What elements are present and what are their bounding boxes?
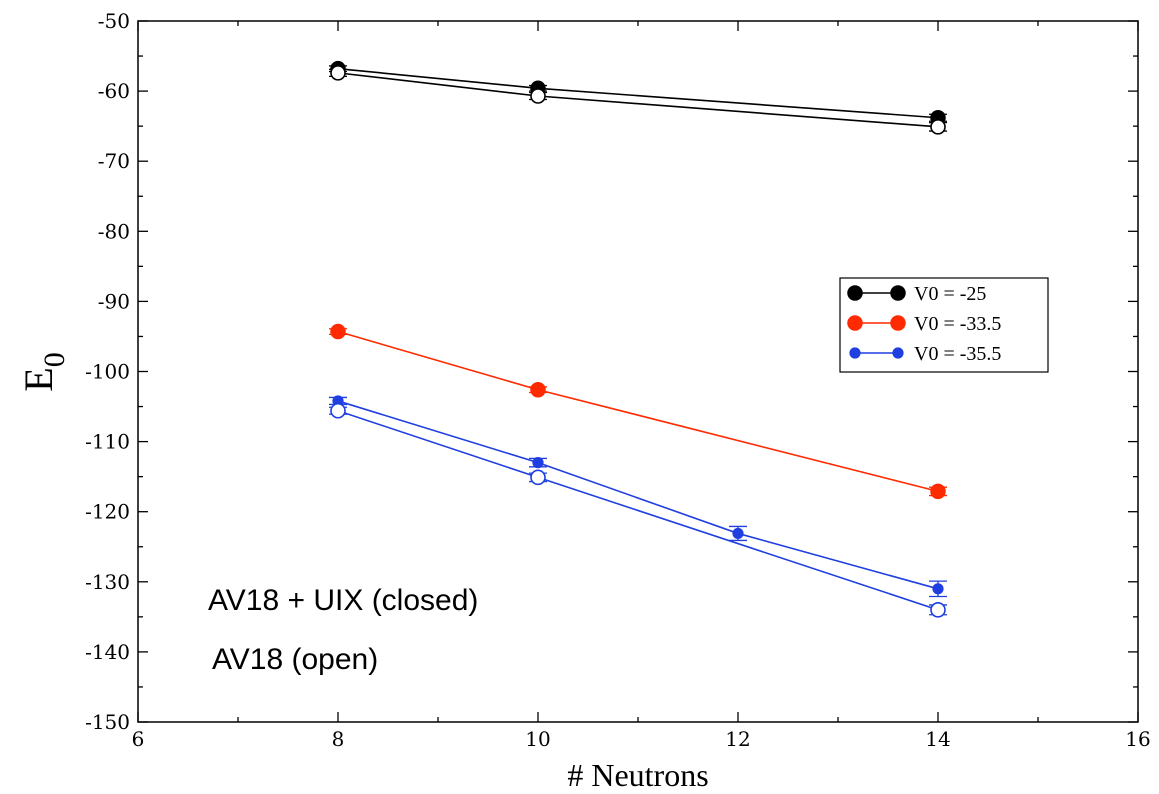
data-point (932, 583, 944, 595)
series-line (337, 72, 939, 128)
series-line (337, 409, 939, 611)
data-point (849, 347, 861, 359)
y-tick-label: -70 (98, 149, 130, 173)
tick-labels: 6 8 10 12 14 16 -150 -140 -130 -120 -110 -100 -90 -80… (85, 9, 1151, 751)
data-point (330, 323, 346, 340)
data-point (847, 315, 863, 331)
data-point (530, 381, 546, 398)
legend-label: V0 = -33.5 (914, 313, 1001, 335)
data-point (847, 285, 863, 301)
annotation-closed-symbols: AV18 + UIX (closed) (208, 584, 478, 617)
x-tick-label: 12 (725, 727, 750, 751)
data-point (330, 65, 346, 81)
y-tick-label: -150 (85, 710, 130, 734)
y-axis-title-subscript: 0 (38, 352, 71, 367)
series-4 (329, 402, 947, 618)
x-tick-label: 16 (1125, 727, 1150, 751)
data-point (930, 119, 946, 135)
y-tick-label: -110 (85, 430, 130, 454)
y-tick-label: -90 (98, 289, 130, 313)
x-axis-title: # Neutrons (567, 757, 708, 793)
legend-label: V0 = -25 (914, 283, 986, 305)
y-tick-label: -50 (98, 9, 130, 33)
data-point (890, 315, 906, 331)
series-0 (329, 60, 947, 126)
data-point (330, 402, 346, 419)
series-line (337, 67, 939, 119)
series-layer (329, 60, 947, 618)
data-point (732, 527, 744, 540)
series-3 (329, 395, 947, 598)
data-point (930, 602, 946, 618)
data-point (892, 347, 904, 359)
y-tick-label: -60 (98, 79, 130, 103)
x-tick-label: 10 (525, 727, 550, 751)
x-tick-label: 8 (332, 727, 345, 751)
data-point (530, 88, 546, 104)
y-axis-title-main: E (16, 367, 61, 391)
y-tick-label: -140 (85, 640, 130, 664)
axis-ticks (137, 20, 1139, 723)
y-tick-label: -100 (85, 360, 130, 384)
series-line (337, 400, 939, 590)
series-2 (329, 323, 947, 500)
y-axis-title: E0 (16, 352, 71, 391)
legend-label: V0 = -35.5 (914, 343, 1001, 365)
series-1 (329, 65, 947, 135)
data-point (532, 457, 544, 469)
y-tick-label: -120 (85, 500, 130, 524)
data-point (930, 483, 946, 500)
y-tick-label: -80 (98, 219, 130, 243)
data-point (890, 285, 906, 301)
legend: V0 = -25 V0 = -33.5 V0 = -35.5 (839, 277, 1049, 373)
data-point (530, 469, 546, 486)
x-tick-label: 6 (132, 727, 145, 751)
y-tick-label: -130 (85, 570, 130, 594)
x-tick-label: 14 (925, 727, 950, 751)
annotation-open-symbols: AV18 (open) (212, 643, 378, 676)
